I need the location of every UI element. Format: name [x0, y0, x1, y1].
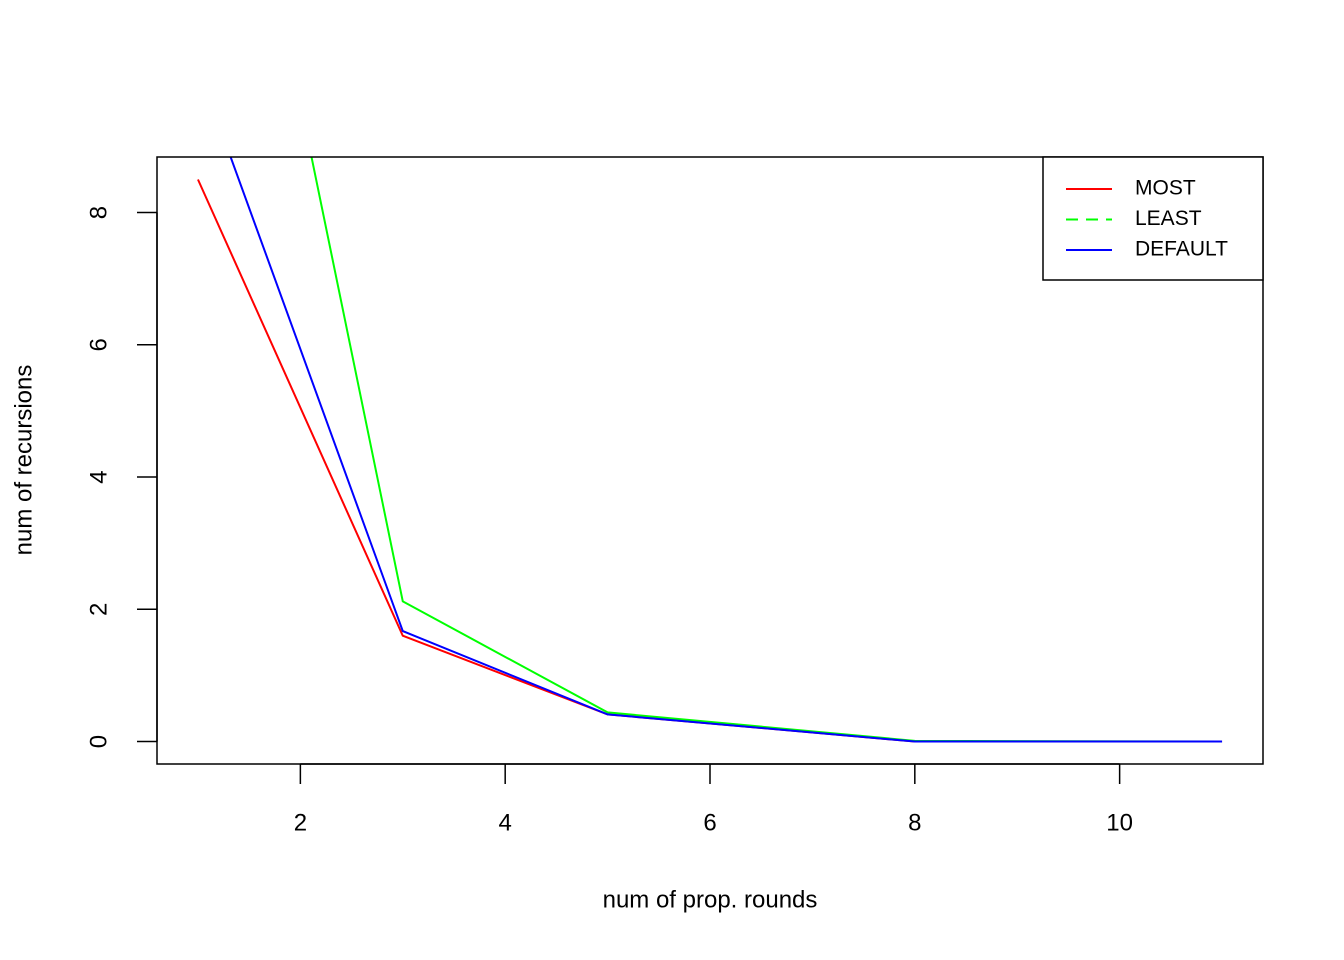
x-tick-label: 4 [499, 809, 512, 836]
legend-label: DEFAULT [1135, 238, 1228, 261]
y-tick-label: 6 [85, 338, 112, 351]
legend-label: LEAST [1135, 207, 1202, 230]
x-tick-label: 8 [908, 809, 921, 836]
x-axis-title: num of prop. rounds [603, 886, 818, 913]
x-tick-label: 2 [294, 809, 307, 836]
y-tick-label: 8 [85, 206, 112, 219]
x-tick-label: 6 [703, 809, 716, 836]
data-line [310, 157, 1223, 743]
legend-label: MOST [1135, 177, 1196, 200]
legend-box [1042, 156, 1264, 281]
x-tick-label: 10 [1106, 809, 1133, 836]
y-tick-label: 2 [85, 603, 112, 616]
y-tick-label: 4 [85, 470, 112, 483]
y-axis-title: num of recursions [10, 365, 37, 556]
plot-area [197, 157, 1223, 743]
y-tick-label: 0 [85, 735, 112, 748]
data-line [229, 157, 1223, 743]
